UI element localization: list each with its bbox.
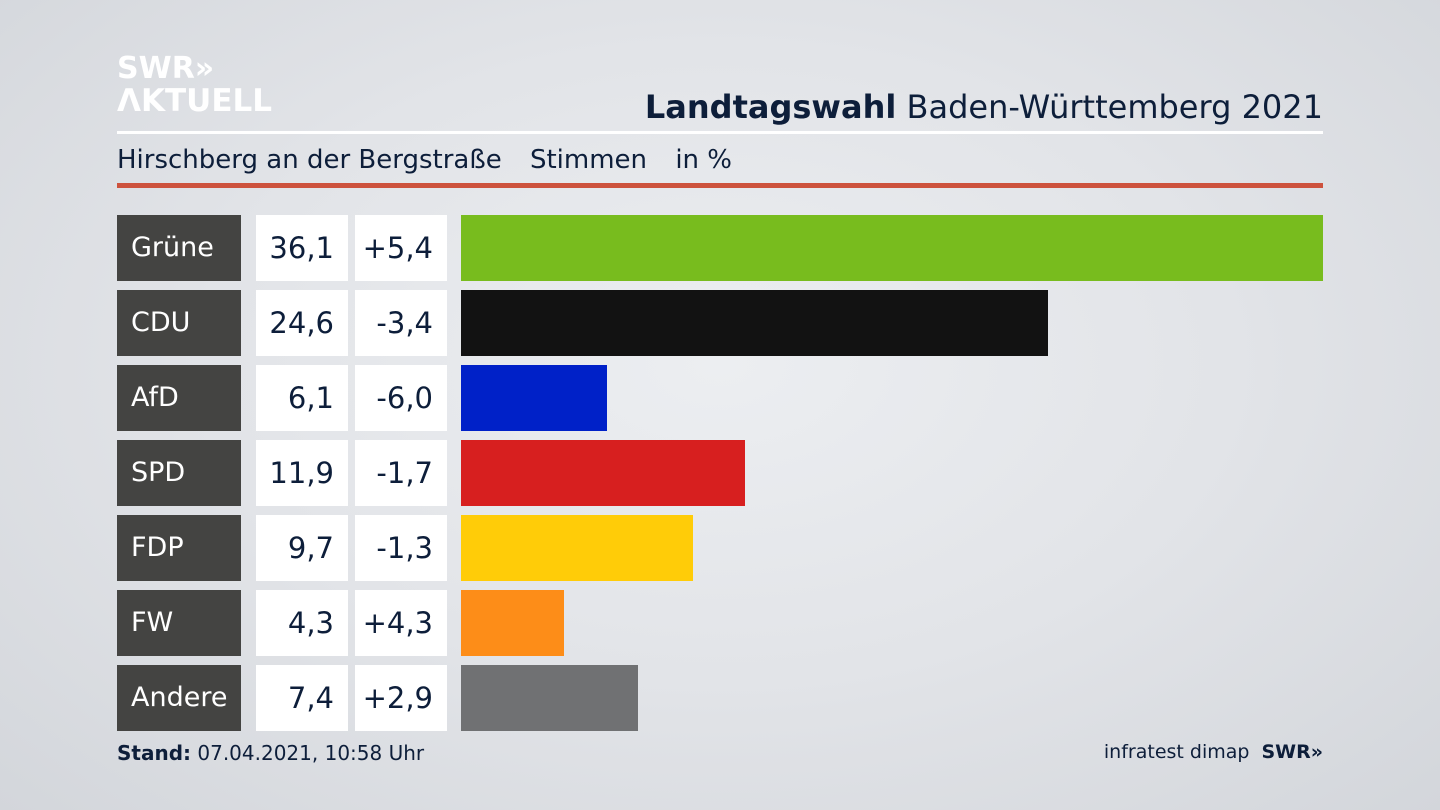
bar-fw	[461, 590, 564, 656]
party-label: CDU	[117, 290, 241, 356]
party-label: AfD	[117, 365, 241, 431]
vote-change-value: +2,9	[355, 665, 447, 731]
accent-divider	[117, 183, 1323, 188]
logo-line-aktuell: ΛKTUELL	[117, 83, 273, 119]
vote-share-value: 4,3	[256, 590, 348, 656]
party-label: FDP	[117, 515, 241, 581]
vote-share-value: 36,1	[256, 215, 348, 281]
party-label: FW	[117, 590, 241, 656]
vote-share-value: 6,1	[256, 365, 348, 431]
measure-label: Stimmen	[529, 145, 648, 175]
location-label: Hirschberg an der Bergstraße	[117, 145, 502, 175]
bar-afd	[461, 365, 607, 431]
swr-aktuell-logo: SWR» ΛKTUELL	[117, 54, 272, 117]
result-row: FW 4,3 +4,3	[117, 590, 1323, 656]
vote-change-value: -3,4	[355, 290, 447, 356]
result-row: Grüne 36,1 +5,4	[117, 215, 1323, 281]
vote-share-value: 11,9	[256, 440, 348, 506]
result-row: Andere 7,4 +2,9	[117, 665, 1323, 731]
result-row: SPD 11,9 -1,7	[117, 440, 1323, 506]
swr-brand-logo: SWR»	[1261, 741, 1323, 763]
vote-change-value: -1,7	[355, 440, 447, 506]
vote-share-value: 7,4	[256, 665, 348, 731]
stand-label: Stand:	[117, 741, 192, 765]
party-label: SPD	[117, 440, 241, 506]
stand-value: 07.04.2021, 10:58 Uhr	[191, 741, 425, 765]
vote-share-value: 9,7	[256, 515, 348, 581]
chart-title: Landtagswahl Baden-Württemberg 2021	[645, 88, 1323, 126]
vote-change-value: -6,0	[355, 365, 447, 431]
party-label: Andere	[117, 665, 241, 731]
chart-subtitle: Hirschberg an der Bergstraße Stimmen in …	[117, 145, 752, 175]
party-label: Grüne	[117, 215, 241, 281]
vote-change-value: +5,4	[355, 215, 447, 281]
bar-spd	[461, 440, 746, 506]
vote-change-value: -1,3	[355, 515, 447, 581]
logo-line-swr: SWR»	[117, 51, 215, 86]
bar-andere	[461, 665, 638, 731]
bar-fdp	[461, 515, 693, 581]
bar-cdu	[461, 290, 1049, 356]
unit-label: in %	[675, 145, 732, 175]
result-row: FDP 9,7 -1,3	[117, 515, 1323, 581]
result-row: AfD 6,1 -6,0	[117, 365, 1323, 431]
bar-grne	[461, 215, 1323, 281]
result-row: CDU 24,6 -3,4	[117, 290, 1323, 356]
timestamp: Stand: 07.04.2021, 10:58 Uhr	[117, 741, 424, 765]
source-credit: infratest dimap SWR»	[1104, 741, 1323, 763]
title-rest: Baden-Württemberg 2021	[896, 88, 1324, 126]
vote-share-value: 24,6	[256, 290, 348, 356]
title-divider	[117, 131, 1323, 134]
title-bold: Landtagswahl	[644, 88, 897, 126]
source-label: infratest dimap	[1103, 741, 1250, 763]
vote-change-value: +4,3	[355, 590, 447, 656]
